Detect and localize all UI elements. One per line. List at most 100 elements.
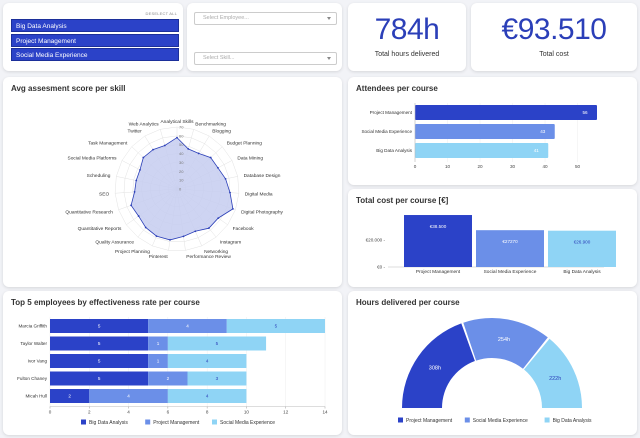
attendees-bar <box>415 124 555 139</box>
kpi-cost-card: €93.510 Total cost <box>471 3 637 71</box>
radar-point <box>137 215 140 217</box>
radar-point <box>224 178 227 180</box>
employees-bar-segment <box>167 336 267 351</box>
radar-skill-label: Pinterest <box>149 254 169 260</box>
employees-bar-segment <box>50 336 149 351</box>
radar-point <box>182 235 185 238</box>
radar-skill-label: Database Design <box>244 173 281 179</box>
hours-slice-label: 222h <box>549 376 561 382</box>
cost-value-label: €26.900 <box>574 240 591 245</box>
radar-skill-label: Quantitative Research <box>65 210 113 216</box>
hours-legend-swatch <box>544 417 550 423</box>
course-option-big-data[interactable]: Big Data Analysis <box>11 19 179 32</box>
radar-skill-label: Scheduling <box>87 173 111 179</box>
radar-scale-label: 30 <box>179 160 184 165</box>
skill-select[interactable]: Select Skill... <box>194 52 337 65</box>
kpi-hours-label: Total hours delivered <box>374 51 440 58</box>
employees-x-tick: 6 <box>167 410 170 415</box>
attendees-category-label: Social Media Experience <box>361 129 412 134</box>
hours-slice <box>402 323 475 408</box>
employees-segment-label: 5 <box>98 341 101 346</box>
kpi-hours-card: 784h Total hours delivered <box>348 3 466 71</box>
cost-card: Total cost per course [€] €0 - €20.000 - €… <box>348 189 637 287</box>
radar-grid-ring <box>123 135 231 242</box>
cost-bar <box>476 230 544 267</box>
radar-card: Avg assesment score per skill 0 10 20 30 40 5… <box>3 77 342 287</box>
cost-y-tick: €0 - <box>377 265 385 270</box>
employee-select[interactable]: Select Employee... <box>194 12 337 25</box>
radar-point <box>169 238 171 241</box>
hours-chart: 308h 254h 222h Project Management Social Med… <box>398 318 592 424</box>
hours-slice <box>463 318 548 369</box>
employees-legend-swatch <box>145 419 151 425</box>
radar-skill-label: Instagram <box>220 240 241 246</box>
radar-scale-label: 60 <box>179 133 184 138</box>
employees-legend-label: Big Data Analysis <box>89 420 128 426</box>
employees-legend-label: Project Management <box>153 420 200 426</box>
attendees-title: Attendees per course <box>356 84 438 93</box>
attendees-x-tick: 20 <box>477 164 483 169</box>
employees-bar-segment <box>167 389 247 403</box>
attendees-bar <box>415 105 597 120</box>
attendees-chart: 0 10 20 30 40 50 Project Management 56 Social Me… <box>361 103 597 169</box>
employees-segment-label: 4 <box>206 394 209 399</box>
kpi-cost-value: €93.510 <box>501 13 607 46</box>
radar-point <box>163 144 166 147</box>
course-option-social-media[interactable]: Social Media Experience <box>11 48 179 61</box>
radar-point <box>194 230 197 233</box>
employees-bar-segment <box>50 354 149 368</box>
skill-select-placeholder: Select Skill... <box>203 55 235 61</box>
employees-legend-swatch <box>81 419 86 425</box>
employees-segment-label: 2 <box>167 376 170 381</box>
cost-chart: €0 - €20.000 - €38.500 Project Management €2… <box>366 215 616 275</box>
employees-legend-swatch <box>212 419 217 425</box>
attendees-bar <box>415 143 549 158</box>
employees-category-label: Fulton Chaney <box>17 376 48 381</box>
radar-skill-label: SEO <box>99 191 109 197</box>
kpi-cost-label: Total cost <box>539 51 569 58</box>
radar-point <box>152 148 154 151</box>
hours-legend-label: Social Media Experience <box>473 418 528 424</box>
attendees-x-tick: 0 <box>414 164 417 169</box>
radar-point <box>232 207 234 210</box>
employees-segment-label: 3 <box>216 376 219 381</box>
employees-segment-label: 1 <box>157 359 160 364</box>
radar-point <box>130 204 132 207</box>
employees-segment-label: 4 <box>127 394 130 399</box>
radar-scale-label: 50 <box>179 142 184 147</box>
radar-point <box>217 217 220 220</box>
employees-bar-segment <box>50 319 149 333</box>
deselect-all-button[interactable]: DESELECT ALL <box>145 11 177 16</box>
employees-legend-label: Social Media Experience <box>220 420 275 426</box>
employees-card: Top 5 employees by effectiveness rate pe… <box>3 291 342 435</box>
employees-category-label: Ivor Vang <box>28 359 48 364</box>
radar-point <box>142 156 145 159</box>
course-option-project-management[interactable]: Project Management <box>11 34 179 47</box>
attendees-value-label: 56 <box>582 110 588 115</box>
radar-skill-label: Social Media Platforms <box>68 156 118 162</box>
employees-x-tick: 10 <box>244 410 250 415</box>
chevron-down-icon <box>327 17 331 20</box>
cost-category-label: Big Data Analysis <box>563 269 601 275</box>
radar-point <box>155 235 158 238</box>
cost-category-label: Project Management <box>416 269 461 275</box>
kpi-hours-value: 784h <box>374 13 440 46</box>
hours-legend-swatch <box>464 417 470 423</box>
select-filter-card: Select Employee... Select Skill... <box>187 3 342 71</box>
radar-scale-label: 40 <box>179 151 184 156</box>
cost-bar <box>548 230 616 267</box>
employees-segment-label: 5 <box>275 324 278 329</box>
radar-point <box>133 191 136 193</box>
employees-x-tick: 12 <box>283 410 289 415</box>
radar-grid-ring <box>114 126 240 251</box>
radar-skill-label: Blogging <box>212 129 231 135</box>
cost-y-tick: €20.000 - <box>366 238 386 243</box>
cost-title: Total cost per course [€] <box>356 196 449 205</box>
employees-segment-label: 4 <box>206 359 209 364</box>
attendees-card: Attendees per course 0 10 20 30 40 50 Project … <box>348 77 637 185</box>
employees-segment-label: 4 <box>186 324 189 329</box>
radar-scale-label: 10 <box>179 178 184 183</box>
employees-bar-segment <box>148 319 227 333</box>
radar-series-area <box>130 137 234 241</box>
hours-legend-label: Big Data Analysis <box>553 418 592 424</box>
